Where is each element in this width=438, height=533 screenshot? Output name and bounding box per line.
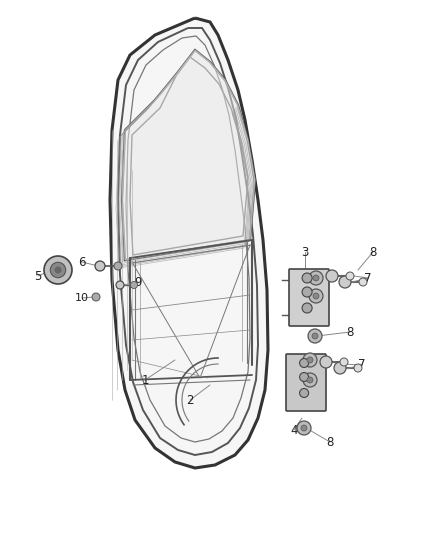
Circle shape (313, 293, 319, 299)
Circle shape (131, 281, 138, 288)
Text: 1: 1 (141, 374, 149, 386)
Text: 8: 8 (326, 435, 334, 448)
Circle shape (114, 262, 122, 270)
Circle shape (95, 261, 105, 271)
Circle shape (307, 357, 313, 363)
Circle shape (300, 389, 309, 398)
Circle shape (334, 362, 346, 374)
Text: 4: 4 (290, 424, 298, 437)
Circle shape (309, 271, 323, 285)
Circle shape (50, 262, 66, 278)
Circle shape (116, 281, 124, 289)
Circle shape (297, 421, 311, 435)
Text: 7: 7 (358, 359, 366, 372)
Circle shape (340, 358, 348, 366)
FancyBboxPatch shape (286, 354, 326, 411)
Circle shape (302, 287, 312, 297)
Circle shape (300, 359, 309, 367)
Circle shape (313, 275, 319, 281)
Polygon shape (110, 18, 268, 468)
Text: 6: 6 (78, 255, 86, 269)
Text: 8: 8 (369, 246, 377, 259)
Circle shape (359, 278, 367, 286)
Circle shape (302, 303, 312, 313)
Circle shape (320, 356, 332, 368)
Circle shape (303, 373, 317, 387)
Circle shape (300, 373, 309, 382)
Polygon shape (122, 50, 255, 260)
Circle shape (312, 333, 318, 339)
Circle shape (303, 353, 317, 367)
Circle shape (339, 276, 351, 288)
Circle shape (354, 364, 362, 372)
Text: 5: 5 (34, 270, 42, 282)
Circle shape (302, 273, 312, 283)
Circle shape (346, 272, 354, 280)
Circle shape (301, 425, 307, 431)
Circle shape (308, 329, 322, 343)
Text: 10: 10 (75, 293, 89, 303)
Circle shape (54, 266, 61, 273)
Circle shape (309, 289, 323, 303)
Circle shape (44, 256, 72, 284)
Circle shape (307, 377, 313, 383)
Circle shape (326, 270, 338, 282)
Text: 3: 3 (301, 246, 309, 259)
Circle shape (92, 293, 100, 301)
FancyBboxPatch shape (289, 269, 329, 326)
Text: 7: 7 (364, 271, 372, 285)
Text: 8: 8 (346, 326, 354, 338)
Text: 9: 9 (134, 277, 142, 289)
Text: 2: 2 (186, 393, 194, 407)
